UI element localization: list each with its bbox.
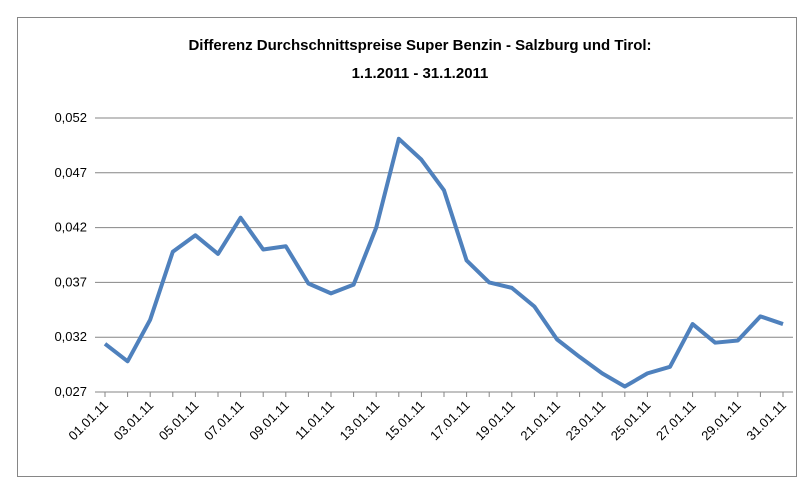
chart-border bbox=[17, 17, 797, 477]
y-tick-label: 0,032 bbox=[54, 329, 87, 344]
y-tick-label: 0,047 bbox=[54, 165, 87, 180]
y-tick-label: 0,052 bbox=[54, 110, 87, 125]
data-line bbox=[103, 136, 784, 389]
y-tick-label: 0,027 bbox=[54, 384, 87, 399]
chart-title: Differenz Durchschnittspreise Super Benz… bbox=[188, 37, 651, 54]
y-tick-label: 0,042 bbox=[54, 220, 87, 235]
y-tick-label: 0,037 bbox=[54, 274, 87, 289]
chart-title: 1.1.2011 - 31.1.2011 bbox=[352, 65, 489, 82]
